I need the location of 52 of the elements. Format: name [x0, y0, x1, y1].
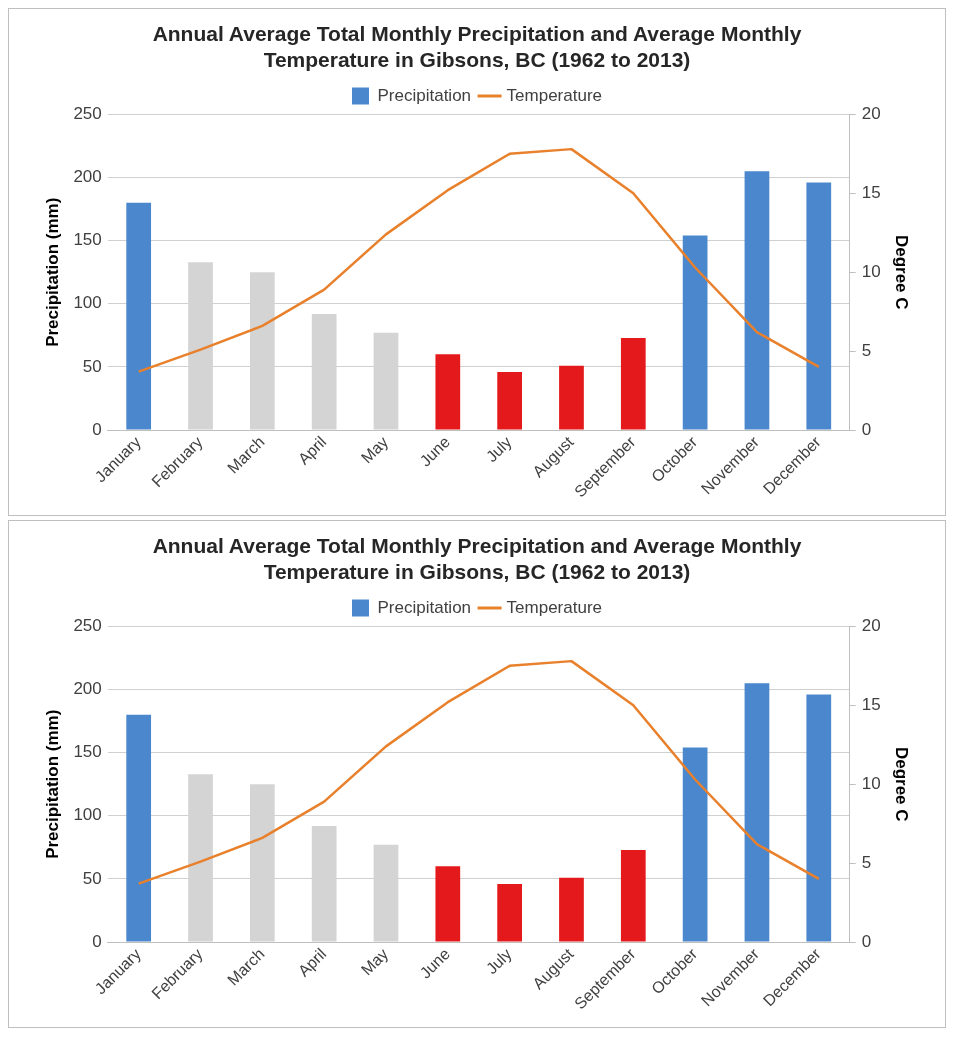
y-axis-title: Precipitation (mm): [42, 197, 62, 347]
bar: [559, 365, 584, 430]
chart-title: Annual Average Total Monthly Precipitation and Average Monthly Temperature in Gibsons, BC (1962 to 2013): [152, 22, 802, 71]
bar: [435, 866, 461, 942]
y-tick-label: 150: [73, 742, 102, 762]
y2-tick-label: 10: [861, 261, 881, 281]
y2-tick-label: 20: [861, 616, 881, 636]
y-tick-label: 150: [73, 230, 102, 250]
bar: [682, 747, 708, 942]
y-tick-label: 0: [92, 419, 102, 439]
y-tick-label: 100: [73, 805, 102, 825]
y-tick-label: 0: [92, 931, 102, 951]
y2-tick-label: 5: [861, 340, 872, 360]
y-tick-label: 200: [73, 167, 102, 187]
y-tick-label: 50: [82, 868, 102, 888]
chart-title: Annual Average Total Monthly Precipitation and Average Monthly Temperature in Gibsons, BC (1962 to 2013): [152, 534, 802, 583]
x-tick-label: May: [357, 945, 392, 979]
bar: [497, 372, 523, 430]
bar: [435, 354, 461, 430]
legend-label: Precipitation: [377, 597, 472, 617]
x-tick-label: July: [482, 945, 515, 978]
legend-label: Temperature: [506, 85, 602, 105]
bar: [806, 694, 832, 942]
legend-label: Temperature: [506, 597, 602, 617]
bar: [744, 683, 770, 942]
y2-tick-label: 0: [861, 419, 872, 439]
legend-label: Precipitation: [377, 85, 472, 105]
y-axis-title: Precipitation (mm): [42, 709, 62, 859]
x-tick-label: May: [357, 433, 392, 467]
bar: [620, 337, 646, 430]
y-tick-label: 100: [73, 293, 102, 313]
y2-axis-title: Degree C: [892, 746, 912, 822]
bar: [620, 849, 646, 942]
y2-tick-label: 15: [861, 183, 881, 203]
y2-tick-label: 15: [861, 695, 881, 715]
x-tick-label: July: [482, 433, 515, 466]
bar: [806, 182, 832, 430]
bar: [126, 714, 152, 942]
bar: [682, 235, 708, 430]
y2-tick-label: 10: [861, 773, 881, 793]
y-tick-label: 250: [73, 104, 102, 124]
y2-tick-label: 5: [861, 852, 872, 872]
y-tick-label: 50: [82, 356, 102, 376]
y2-axis-title: Degree C: [892, 234, 912, 310]
bar: [559, 877, 584, 942]
y2-tick-label: 20: [861, 104, 881, 124]
bar: [497, 884, 523, 942]
y-tick-label: 250: [73, 616, 102, 636]
y-tick-label: 200: [73, 679, 102, 699]
y2-tick-label: 0: [861, 931, 872, 951]
bar: [126, 202, 152, 430]
bar: [744, 171, 770, 430]
